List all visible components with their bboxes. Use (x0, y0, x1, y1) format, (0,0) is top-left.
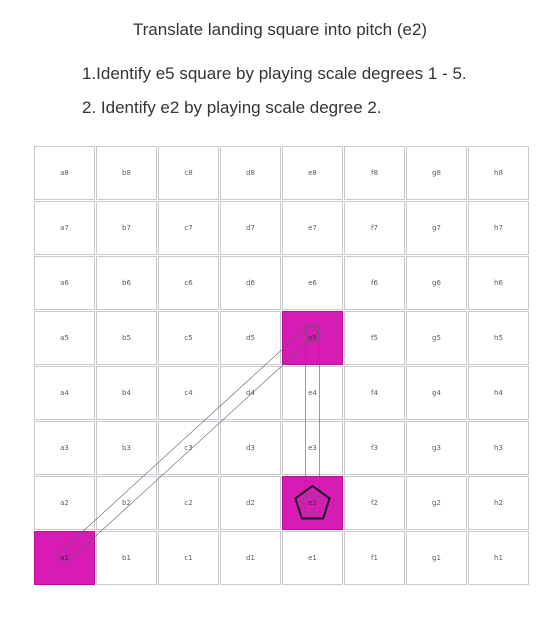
square-b8[interactable]: b8 (96, 146, 157, 200)
square-c1[interactable]: c1 (158, 531, 219, 585)
square-g7[interactable]: g7 (406, 201, 467, 255)
square-g4[interactable]: g4 (406, 366, 467, 420)
square-d1[interactable]: d1 (220, 531, 281, 585)
square-g8[interactable]: g8 (406, 146, 467, 200)
square-d7[interactable]: d7 (220, 201, 281, 255)
square-c5[interactable]: c5 (158, 311, 219, 365)
square-f8[interactable]: f8 (344, 146, 405, 200)
chess-board: a8 b8 c8 d8 e8 f8 g8 h8 a7 b7 c7 d7 e7 f7 g7 h7 a6 b6 c6 d6… (34, 146, 532, 586)
square-b1[interactable]: b1 (96, 531, 157, 585)
square-f7[interactable]: f7 (344, 201, 405, 255)
instruction-list: 1.Identify e5 square by playing scale de… (82, 64, 467, 132)
square-h3[interactable]: h3 (468, 421, 529, 475)
square-b5[interactable]: b5 (96, 311, 157, 365)
square-d5[interactable]: d5 (220, 311, 281, 365)
square-b6[interactable]: b6 (96, 256, 157, 310)
square-c4[interactable]: c4 (158, 366, 219, 420)
square-h1[interactable]: h1 (468, 531, 529, 585)
square-f1[interactable]: f1 (344, 531, 405, 585)
square-g3[interactable]: g3 (406, 421, 467, 475)
square-g1[interactable]: g1 (406, 531, 467, 585)
square-a7[interactable]: a7 (34, 201, 95, 255)
square-b4[interactable]: b4 (96, 366, 157, 420)
square-a3[interactable]: a3 (34, 421, 95, 475)
square-d8[interactable]: d8 (220, 146, 281, 200)
square-b2[interactable]: b2 (96, 476, 157, 530)
square-c3[interactable]: c3 (158, 421, 219, 475)
square-g2[interactable]: g2 (406, 476, 467, 530)
square-c7[interactable]: c7 (158, 201, 219, 255)
instruction-step-1: 1.Identify e5 square by playing scale de… (82, 64, 467, 83)
square-e3[interactable]: e3 (282, 421, 343, 475)
square-f4[interactable]: f4 (344, 366, 405, 420)
square-c8[interactable]: c8 (158, 146, 219, 200)
square-d6[interactable]: d6 (220, 256, 281, 310)
square-f3[interactable]: f3 (344, 421, 405, 475)
square-a1[interactable]: a1 (34, 531, 95, 585)
square-e8[interactable]: e8 (282, 146, 343, 200)
square-f2[interactable]: f2 (344, 476, 405, 530)
square-e5[interactable]: e5 (282, 311, 343, 365)
square-b3[interactable]: b3 (96, 421, 157, 475)
square-g5[interactable]: g5 (406, 311, 467, 365)
square-c2[interactable]: c2 (158, 476, 219, 530)
instruction-step-2: 2. Identify e2 by playing scale degree 2… (82, 98, 382, 117)
square-b7[interactable]: b7 (96, 201, 157, 255)
square-e2[interactable]: e2 (282, 476, 343, 530)
square-g6[interactable]: g6 (406, 256, 467, 310)
square-h6[interactable]: h6 (468, 256, 529, 310)
square-a5[interactable]: a5 (34, 311, 95, 365)
square-e6[interactable]: e6 (282, 256, 343, 310)
square-h8[interactable]: h8 (468, 146, 529, 200)
square-e4[interactable]: e4 (282, 366, 343, 420)
square-e7[interactable]: e7 (282, 201, 343, 255)
square-h5[interactable]: h5 (468, 311, 529, 365)
square-a8[interactable]: a8 (34, 146, 95, 200)
page-title: Translate landing square into pitch (e2) (132, 20, 428, 39)
square-e1[interactable]: e1 (282, 531, 343, 585)
square-h7[interactable]: h7 (468, 201, 529, 255)
square-f6[interactable]: f6 (344, 256, 405, 310)
square-d2[interactable]: d2 (220, 476, 281, 530)
square-c6[interactable]: c6 (158, 256, 219, 310)
square-a4[interactable]: a4 (34, 366, 95, 420)
square-h2[interactable]: h2 (468, 476, 529, 530)
square-d3[interactable]: d3 (220, 421, 281, 475)
square-a2[interactable]: a2 (34, 476, 95, 530)
square-d4[interactable]: d4 (220, 366, 281, 420)
square-a6[interactable]: a6 (34, 256, 95, 310)
square-f5[interactable]: f5 (344, 311, 405, 365)
square-h4[interactable]: h4 (468, 366, 529, 420)
